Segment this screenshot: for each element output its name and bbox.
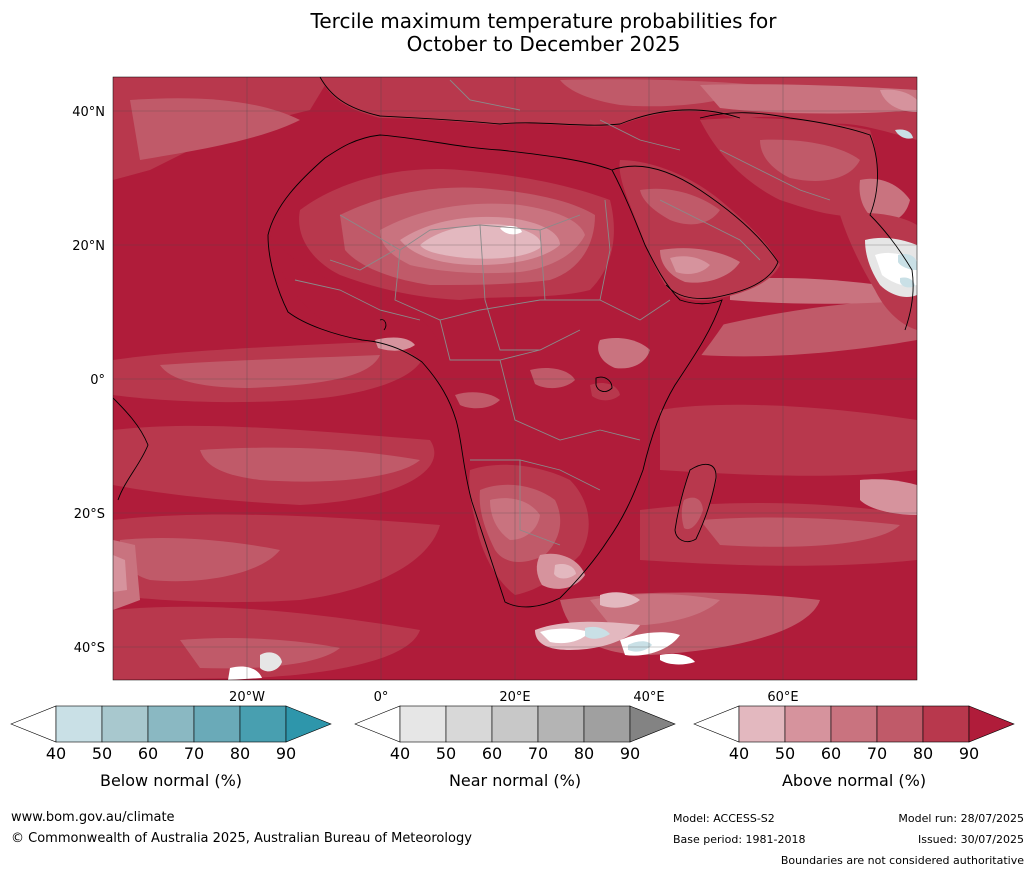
lon-label-0: 0° xyxy=(374,690,389,705)
colorbar-below-normal: 40 50 60 70 80 90 Below normal (%) xyxy=(10,705,332,790)
lon-label-60e: 60°E xyxy=(767,690,798,705)
lat-label-40n: 40°N xyxy=(72,105,105,120)
lon-label-20w: 20°W xyxy=(229,690,265,705)
colorbar-label: Above normal (%) xyxy=(782,771,926,790)
longitude-labels: 20°W 0° 20°E 40°E 60°E xyxy=(229,690,799,705)
model-run-text: Model run: 28/07/2025 xyxy=(898,812,1024,825)
colorbar-min-arrow xyxy=(354,705,401,743)
website-link[interactable]: www.bom.gov.au/climate xyxy=(11,810,175,825)
colorbar-max-arrow xyxy=(968,705,1015,743)
colorbar-segment xyxy=(738,705,786,743)
graticule xyxy=(113,77,917,680)
ocean-probability-bands xyxy=(113,77,917,680)
colorbar-segment xyxy=(922,705,970,743)
map-title: Tercile maximum temperature probabilitie… xyxy=(0,10,1035,56)
colorbar-tick-label: 70 xyxy=(184,744,204,763)
colorbar-tick-label: 90 xyxy=(620,744,640,763)
colorbar-segment xyxy=(491,705,539,743)
base-period-text: Base period: 1981-2018 xyxy=(673,833,806,846)
issued-text: Issued: 30/07/2025 xyxy=(917,833,1024,846)
colorbar-tick-label: 40 xyxy=(390,744,410,763)
colorbar-min-arrow xyxy=(10,705,57,743)
colorbar-segment xyxy=(399,705,447,743)
title-line-2: October to December 2025 xyxy=(406,32,681,56)
colorbar-segment xyxy=(239,705,287,743)
colorbar-segment xyxy=(147,705,195,743)
model-text: Model: ACCESS-S2 xyxy=(673,812,775,825)
colorbar-tick-label: 90 xyxy=(276,744,296,763)
colorbar-tick-label: 70 xyxy=(528,744,548,763)
lon-label-40e: 40°E xyxy=(633,690,664,705)
colorbar-segment xyxy=(193,705,241,743)
lat-label-20n: 20°N xyxy=(72,239,105,254)
colorbar-tick-label: 80 xyxy=(574,744,594,763)
colorbar-tick-label: 80 xyxy=(230,744,250,763)
country-boundaries xyxy=(294,79,831,546)
lon-label-20e: 20°E xyxy=(499,690,530,705)
lat-label-20s: 20°S xyxy=(74,507,105,522)
colorbar-label: Near normal (%) xyxy=(449,771,581,790)
colorbar-segment xyxy=(583,705,631,743)
colorbar-tick-label: 40 xyxy=(729,744,749,763)
copyright-text: © Commonwealth of Australia 2025, Austra… xyxy=(11,831,472,846)
colorbar-tick-label: 60 xyxy=(138,744,158,763)
colorbar-segment xyxy=(445,705,493,743)
colorbar-tick-label: 70 xyxy=(867,744,887,763)
map-panel xyxy=(113,77,917,680)
colorbar-tick-label: 60 xyxy=(821,744,841,763)
colorbar-segment xyxy=(537,705,585,743)
colorbar-max-arrow xyxy=(629,705,676,743)
coastlines xyxy=(113,77,914,608)
colorbar-tick-label: 80 xyxy=(913,744,933,763)
landmasses xyxy=(268,77,917,606)
colorbar-segment xyxy=(55,705,103,743)
lat-label-0: 0° xyxy=(90,373,105,388)
lat-label-40s: 40°S xyxy=(74,641,105,656)
colorbar-tick-label: 50 xyxy=(92,744,112,763)
colorbar-tick-label: 50 xyxy=(436,744,456,763)
title-line-1: Tercile maximum temperature probabilitie… xyxy=(310,9,777,33)
colorbar-tick-label: 60 xyxy=(482,744,502,763)
colorbar-segment xyxy=(830,705,878,743)
colorbar-segment xyxy=(876,705,924,743)
latitude-labels: 40°N 20°N 0° 20°S 40°S xyxy=(72,105,105,656)
colorbar-label: Below normal (%) xyxy=(100,771,242,790)
colorbar-tick-label: 90 xyxy=(959,744,979,763)
map-frame xyxy=(112,76,918,681)
colorbar-segment xyxy=(101,705,149,743)
colorbar-above-normal: 40 50 60 70 80 90 Above normal (%) xyxy=(693,705,1015,790)
colorbar-tick-label: 40 xyxy=(46,744,66,763)
colorbar-tick-label: 50 xyxy=(775,744,795,763)
colorbar-min-arrow xyxy=(693,705,740,743)
colorbar-segment xyxy=(784,705,832,743)
disclaimer-text: Boundaries are not considered authoritat… xyxy=(780,854,1024,867)
colorbars: 40 50 60 70 80 90 Below normal (%) 40 50 60 70 80 90… xyxy=(10,705,1015,790)
colorbar-max-arrow xyxy=(285,705,332,743)
colorbar-near-normal: 40 50 60 70 80 90 Near normal (%) xyxy=(354,705,676,790)
